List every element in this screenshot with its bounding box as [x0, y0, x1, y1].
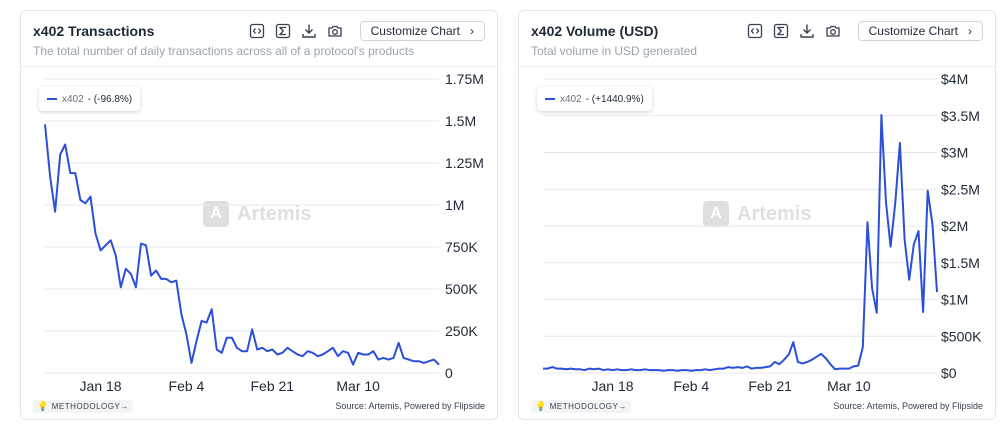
- watermark-text: Artemis: [237, 202, 312, 225]
- x-tick-label: Jan 18: [80, 378, 122, 392]
- x-tick-label: Feb 4: [169, 378, 205, 392]
- sigma-icon[interactable]: [274, 22, 292, 40]
- customize-chart-label: Customize Chart: [370, 24, 460, 38]
- y-tick-label: 250K: [445, 323, 478, 339]
- customize-chart-button[interactable]: Customize Chart ›: [359, 21, 485, 41]
- transactions-line-chart: 0 250K 500K 750K 1M 1.25M 1.5M 1.75M Jan 18 Feb 4…: [44, 71, 484, 392]
- legend-change: - (-96.8%): [87, 93, 133, 105]
- artemis-watermark: A Artemis: [703, 201, 811, 227]
- volume-chart-card: x402 Volume (USD) Total volume in USD ge…: [518, 10, 996, 420]
- y-tick-label: $3.5M: [941, 108, 980, 124]
- x-tick-label: Mar 10: [827, 378, 871, 392]
- download-icon[interactable]: [798, 22, 816, 40]
- y-tick-label: 750K: [445, 239, 478, 255]
- lightbulb-icon: 💡: [535, 400, 547, 411]
- transactions-chart-card: x402 Transactions The total number of da…: [20, 10, 498, 420]
- y-tick-label: $1M: [941, 292, 968, 308]
- y-tick-label: 500K: [445, 281, 478, 297]
- legend-swatch: [47, 98, 57, 100]
- chevron-right-icon: ›: [968, 24, 972, 38]
- y-tick-label: 1M: [445, 197, 464, 213]
- chart-subtitle: The total number of daily transactions a…: [33, 44, 415, 58]
- chart-subtitle: Total volume in USD generated: [531, 44, 698, 58]
- series-line-x402[interactable]: [543, 114, 938, 372]
- sigma-icon[interactable]: [772, 22, 790, 40]
- arrow-right-icon: →: [120, 401, 129, 411]
- y-tick-label: $1.5M: [941, 255, 980, 271]
- legend-swatch: [545, 98, 555, 100]
- y-tick-label: $500K: [941, 328, 982, 344]
- y-tick-label: $2.5M: [941, 181, 980, 197]
- chart-title: x402 Transactions: [33, 23, 155, 39]
- watermark-text: Artemis: [737, 202, 812, 225]
- chart-title: x402 Volume (USD): [531, 23, 659, 39]
- camera-icon[interactable]: [824, 22, 842, 40]
- volume-line-chart: $0 $500K $1M $1.5M $2M $2.5M $3M $3.5M $4M Jan 18…: [543, 71, 982, 392]
- chart-legend[interactable]: x402 - (-96.8%): [39, 87, 141, 111]
- source-text: Source: Artemis, Powered by Flipside: [833, 401, 983, 411]
- source-text: Source: Artemis, Powered by Flipside: [335, 401, 485, 411]
- series-line-x402[interactable]: [44, 124, 440, 366]
- camera-icon[interactable]: [326, 22, 344, 40]
- y-tick-label: 0: [445, 365, 453, 381]
- x-tick-label: Feb 21: [251, 378, 295, 392]
- artemis-logo-icon: A: [703, 201, 729, 227]
- arrow-right-icon: →: [618, 401, 627, 411]
- y-tick-label: $0: [941, 365, 957, 381]
- legend-series-name: x402: [62, 93, 84, 105]
- legend-series-name: x402: [560, 93, 582, 105]
- chart-toolbar: Customize Chart ›: [746, 21, 983, 41]
- code-icon[interactable]: [248, 22, 266, 40]
- y-tick-label: $3M: [941, 145, 968, 161]
- card-header: x402 Transactions The total number of da…: [21, 11, 497, 67]
- x-tick-label: Feb 21: [748, 378, 792, 392]
- methodology-label: METHODOLOGY: [549, 401, 619, 411]
- methodology-button[interactable]: 💡 METHODOLOGY →: [531, 399, 631, 413]
- customize-chart-label: Customize Chart: [868, 24, 958, 38]
- x-tick-label: Feb 4: [673, 378, 709, 392]
- card-header: x402 Volume (USD) Total volume in USD ge…: [519, 11, 995, 67]
- card-footer: 💡 METHODOLOGY → Source: Artemis, Powered…: [531, 399, 983, 413]
- card-footer: 💡 METHODOLOGY → Source: Artemis, Powered…: [33, 399, 485, 413]
- y-tick-label: 1.5M: [445, 113, 476, 129]
- chart-toolbar: Customize Chart ›: [248, 21, 485, 41]
- code-icon[interactable]: [746, 22, 764, 40]
- download-icon[interactable]: [300, 22, 318, 40]
- y-tick-label: $4M: [941, 71, 968, 87]
- chevron-right-icon: ›: [470, 24, 474, 38]
- methodology-label: METHODOLOGY: [51, 401, 121, 411]
- legend-change: - (+1440.9%): [585, 93, 644, 105]
- x-tick-label: Mar 10: [336, 378, 380, 392]
- chart-legend[interactable]: x402 - (+1440.9%): [537, 87, 652, 111]
- customize-chart-button[interactable]: Customize Chart ›: [857, 21, 983, 41]
- y-tick-label: 1.75M: [445, 71, 484, 87]
- y-tick-label: 1.25M: [445, 155, 484, 171]
- artemis-watermark: A Artemis: [203, 201, 311, 227]
- lightbulb-icon: 💡: [37, 400, 49, 411]
- y-tick-label: $2M: [941, 218, 968, 234]
- methodology-button[interactable]: 💡 METHODOLOGY →: [33, 399, 133, 413]
- x-tick-label: Jan 18: [592, 378, 634, 392]
